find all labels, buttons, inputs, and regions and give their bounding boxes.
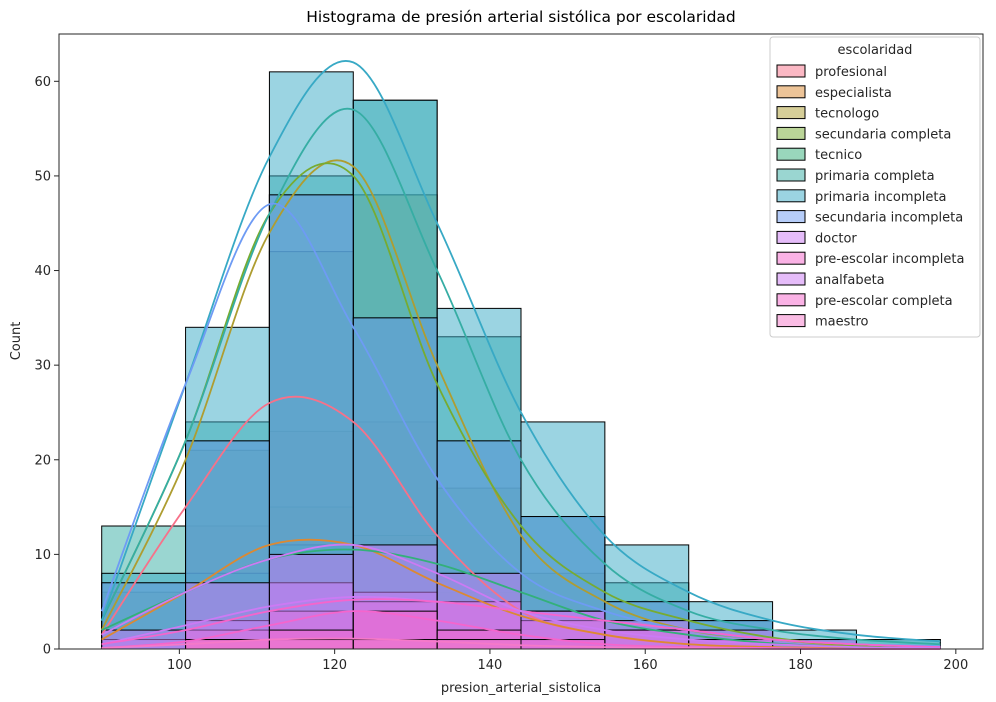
legend-item: tecnico bbox=[776, 147, 862, 163]
legend-frame bbox=[769, 36, 981, 338]
legend-item: profesional bbox=[776, 64, 887, 80]
legend-title: escolaridad bbox=[838, 43, 913, 58]
y-tick-label: 50 bbox=[34, 169, 51, 184]
kde-line-analfabeta bbox=[101, 543, 941, 649]
x-tick-label: 140 bbox=[478, 658, 503, 673]
x-tick-label: 160 bbox=[633, 658, 658, 673]
legend-label: primaria incompleta bbox=[815, 190, 946, 205]
legend-item: tecnologo bbox=[776, 106, 879, 122]
legend-label: profesional bbox=[815, 65, 887, 80]
legend-swatch bbox=[776, 293, 806, 307]
legend-swatch bbox=[776, 126, 806, 140]
legend-label: especialista bbox=[815, 86, 892, 101]
legend-swatch bbox=[776, 189, 806, 203]
x-tick-label: 100 bbox=[167, 658, 192, 673]
y-tick-label: 10 bbox=[34, 548, 51, 563]
legend-item: primaria completa bbox=[776, 168, 935, 184]
legend-swatch bbox=[776, 168, 806, 182]
legend-swatch bbox=[776, 314, 806, 328]
legend-item: especialista bbox=[776, 85, 892, 101]
legend-swatch bbox=[776, 272, 806, 286]
y-tick-label: 40 bbox=[34, 264, 51, 279]
x-tick-label: 180 bbox=[788, 658, 813, 673]
legend-item: analfabeta bbox=[776, 272, 885, 288]
legend-item: primaria incompleta bbox=[776, 189, 946, 205]
legend-swatch bbox=[776, 106, 806, 120]
chart-title: Histograma de presión arterial sistólica… bbox=[306, 8, 736, 26]
legend-item: secundaria completa bbox=[776, 126, 951, 142]
legend-label: pre-escolar incompleta bbox=[815, 252, 964, 267]
plot-frame bbox=[58, 33, 984, 650]
legend-label: secundaria incompleta bbox=[815, 211, 963, 226]
y-tick-label: 60 bbox=[34, 75, 51, 90]
legend-item: doctor bbox=[776, 230, 857, 246]
y-tick-label: 20 bbox=[34, 453, 51, 468]
legend-label: tecnologo bbox=[815, 107, 879, 122]
legend-item: pre-escolar completa bbox=[776, 293, 953, 309]
y-axis-ticks: 0 10 20 30 40 50 60 bbox=[34, 75, 59, 658]
histogram-bar bbox=[268, 639, 354, 650]
kde-curves bbox=[100, 60, 941, 650]
legend: escolaridad profesional especialista tecno… bbox=[769, 36, 981, 338]
x-tick-label: 120 bbox=[322, 658, 347, 673]
x-axis-ticks: 100 120 140 160 180 200 bbox=[167, 649, 968, 673]
y-tick-label: 30 bbox=[34, 359, 51, 374]
legend-label: doctor bbox=[815, 231, 857, 246]
y-tick-label: 0 bbox=[43, 643, 51, 658]
x-tick-label: 200 bbox=[943, 658, 968, 673]
legend-label: analfabeta bbox=[815, 273, 885, 288]
legend-swatch bbox=[776, 147, 806, 161]
legend-label: primaria completa bbox=[815, 169, 935, 184]
legend-item: maestro bbox=[776, 314, 869, 330]
legend-swatch bbox=[776, 64, 806, 78]
legend-swatch bbox=[776, 210, 806, 224]
x-axis-label: presion_arterial_sistolica bbox=[441, 681, 601, 696]
legend-label: secundaria completa bbox=[815, 127, 951, 142]
legend-swatch bbox=[776, 251, 806, 265]
y-axis-label: Count bbox=[9, 322, 24, 361]
legend-label: tecnico bbox=[815, 148, 862, 163]
legend-swatch bbox=[776, 230, 806, 244]
legend-label: pre-escolar completa bbox=[815, 294, 953, 309]
legend-swatch bbox=[776, 85, 806, 99]
legend-item: secundaria incompleta bbox=[776, 210, 963, 226]
legend-label: maestro bbox=[815, 315, 869, 330]
kde-line-primaria-incompleta bbox=[100, 60, 941, 643]
legend-item: pre-escolar incompleta bbox=[776, 251, 964, 267]
kde-line-primaria-completa bbox=[100, 107, 941, 646]
